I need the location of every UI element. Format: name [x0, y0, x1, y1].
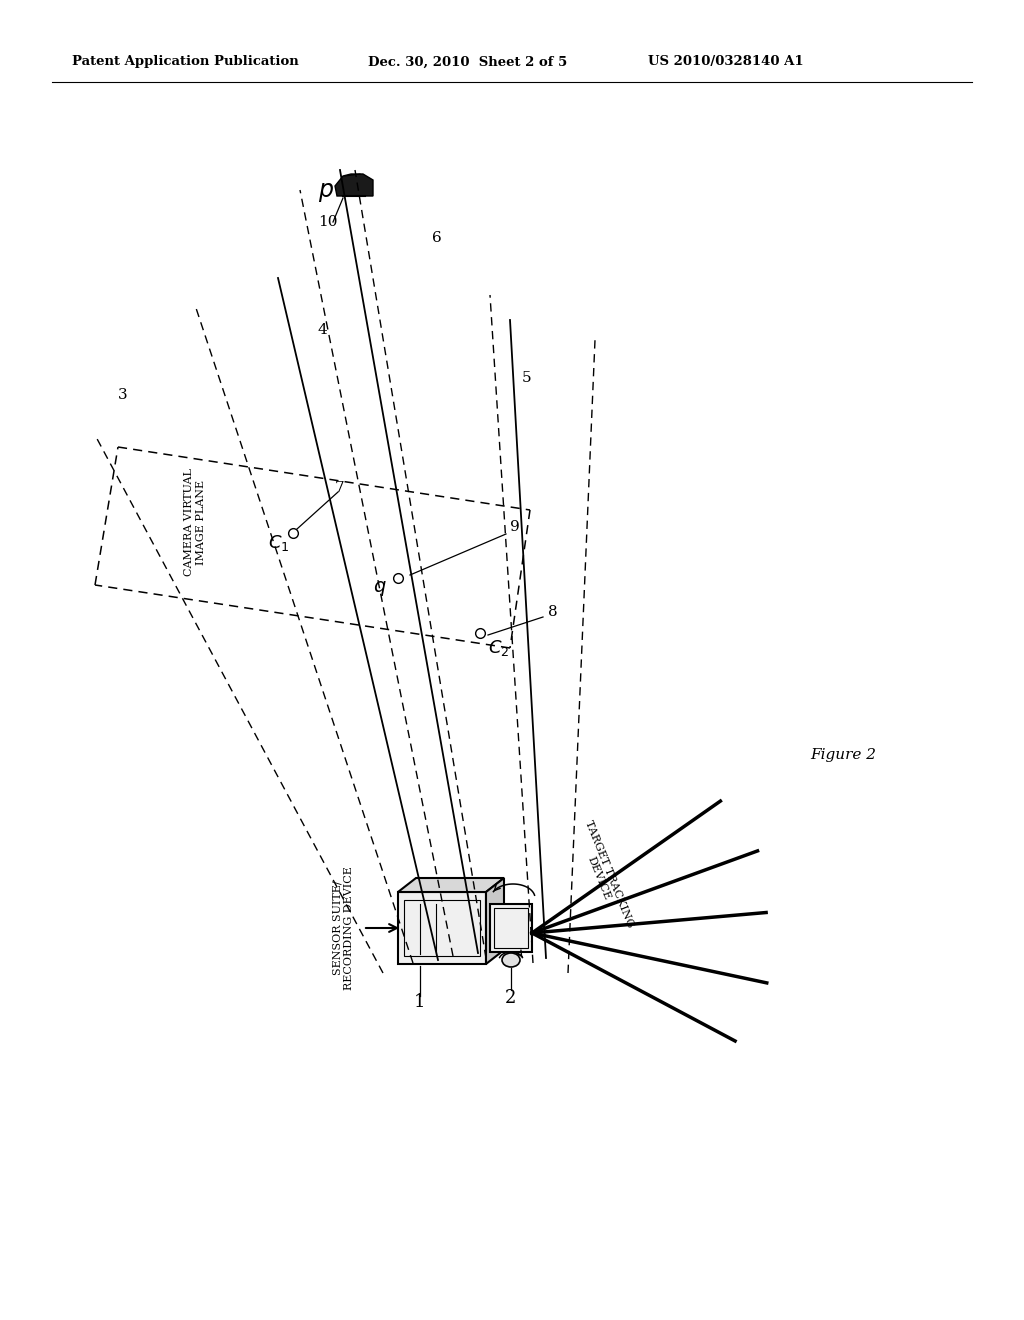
- Polygon shape: [398, 878, 504, 892]
- Bar: [404, 900, 480, 956]
- Text: 10: 10: [318, 215, 338, 228]
- Bar: [494, 908, 528, 948]
- Text: Patent Application Publication: Patent Application Publication: [72, 55, 299, 69]
- Text: SENSOR SUITE/
RECORDING DEVICE: SENSOR SUITE/ RECORDING DEVICE: [332, 866, 354, 990]
- Text: 1: 1: [415, 993, 426, 1011]
- Polygon shape: [335, 174, 373, 195]
- Bar: [490, 904, 532, 952]
- Text: 8: 8: [548, 605, 558, 619]
- Text: 6: 6: [432, 231, 441, 246]
- Text: CAMERA VIRTUAL
IMAGE PLANE: CAMERA VIRTUAL IMAGE PLANE: [184, 469, 206, 576]
- Text: 9: 9: [510, 520, 520, 535]
- Text: $q$: $q$: [373, 578, 387, 598]
- Text: $C_1$: $C_1$: [268, 533, 290, 553]
- Text: 3: 3: [118, 388, 128, 403]
- Text: $C_2$: $C_2$: [488, 638, 509, 657]
- Ellipse shape: [502, 953, 520, 968]
- Text: 5: 5: [522, 371, 531, 385]
- Text: US 2010/0328140 A1: US 2010/0328140 A1: [648, 55, 804, 69]
- Text: 4: 4: [318, 323, 328, 337]
- Text: 7: 7: [335, 480, 345, 495]
- Text: Figure 2: Figure 2: [810, 748, 876, 762]
- Bar: [398, 892, 486, 964]
- Text: $p$: $p$: [318, 181, 334, 203]
- Text: 2: 2: [505, 989, 517, 1007]
- Text: Dec. 30, 2010  Sheet 2 of 5: Dec. 30, 2010 Sheet 2 of 5: [368, 55, 567, 69]
- Polygon shape: [486, 878, 504, 964]
- Text: TARGET TRACKING
DEVICE: TARGET TRACKING DEVICE: [572, 818, 636, 933]
